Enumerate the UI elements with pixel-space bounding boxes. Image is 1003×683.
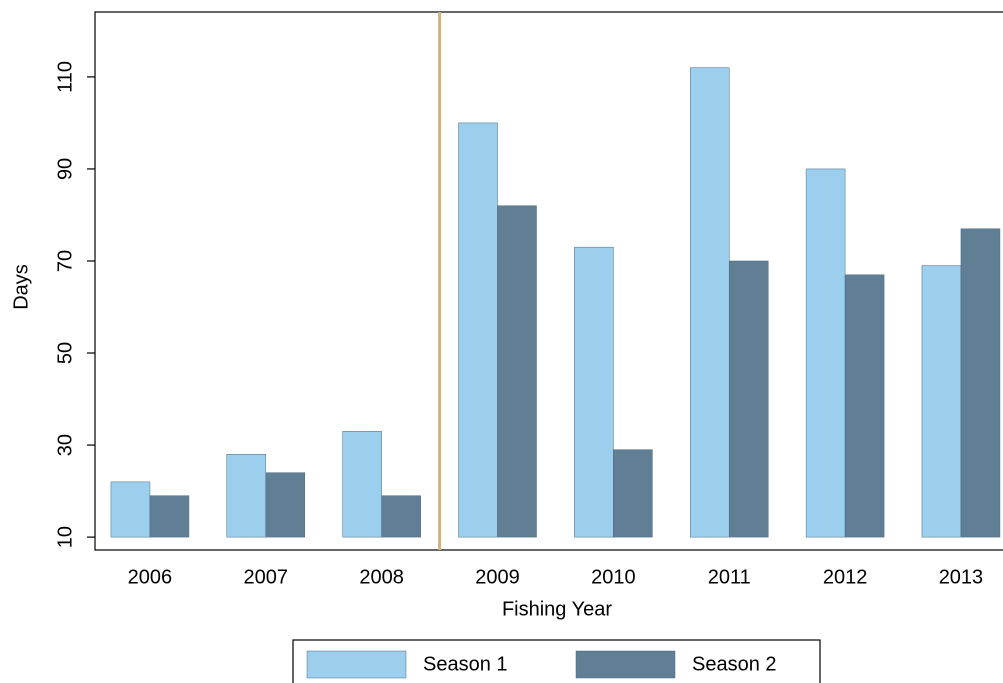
bar (844, 274, 885, 538)
y-tick-label: 110 (54, 61, 76, 93)
bar (149, 495, 190, 538)
x-tick-label: 2012 (823, 566, 868, 588)
bar (921, 265, 962, 538)
x-tick-label: 2010 (591, 566, 636, 588)
legend-swatch (306, 650, 407, 679)
x-tick-label: 2008 (359, 566, 404, 588)
legend-label: Season 2 (692, 653, 777, 675)
bar (613, 449, 653, 538)
y-axis-label: Days (10, 264, 32, 310)
legend-label: Season 1 (423, 653, 508, 675)
bar (574, 246, 614, 538)
bar (728, 260, 769, 538)
y-tick-label: 50 (54, 342, 76, 364)
y-tick-label: 70 (54, 250, 76, 272)
x-tick-label: 2013 (939, 566, 984, 588)
y-tick-label: 30 (54, 434, 76, 456)
x-tick-label: 2006 (128, 566, 173, 588)
x-tick-label: 2011 (708, 566, 751, 588)
y-tick-label: 10 (54, 526, 76, 548)
x-axis-label: Fishing Year (502, 598, 612, 620)
bar (805, 168, 846, 538)
bar (342, 431, 382, 538)
bar (458, 122, 498, 538)
x-tick-label: 2007 (244, 566, 289, 588)
bar (689, 67, 730, 538)
y-tick-label: 90 (54, 158, 76, 180)
bar (226, 454, 267, 538)
plot-frame (94, 11, 1003, 551)
bar (497, 205, 537, 538)
bar (381, 495, 421, 538)
bar (110, 481, 151, 538)
x-tick-label: 2009 (475, 566, 520, 588)
bar (960, 228, 1001, 538)
bar (265, 472, 306, 538)
legend-swatch (575, 650, 676, 679)
